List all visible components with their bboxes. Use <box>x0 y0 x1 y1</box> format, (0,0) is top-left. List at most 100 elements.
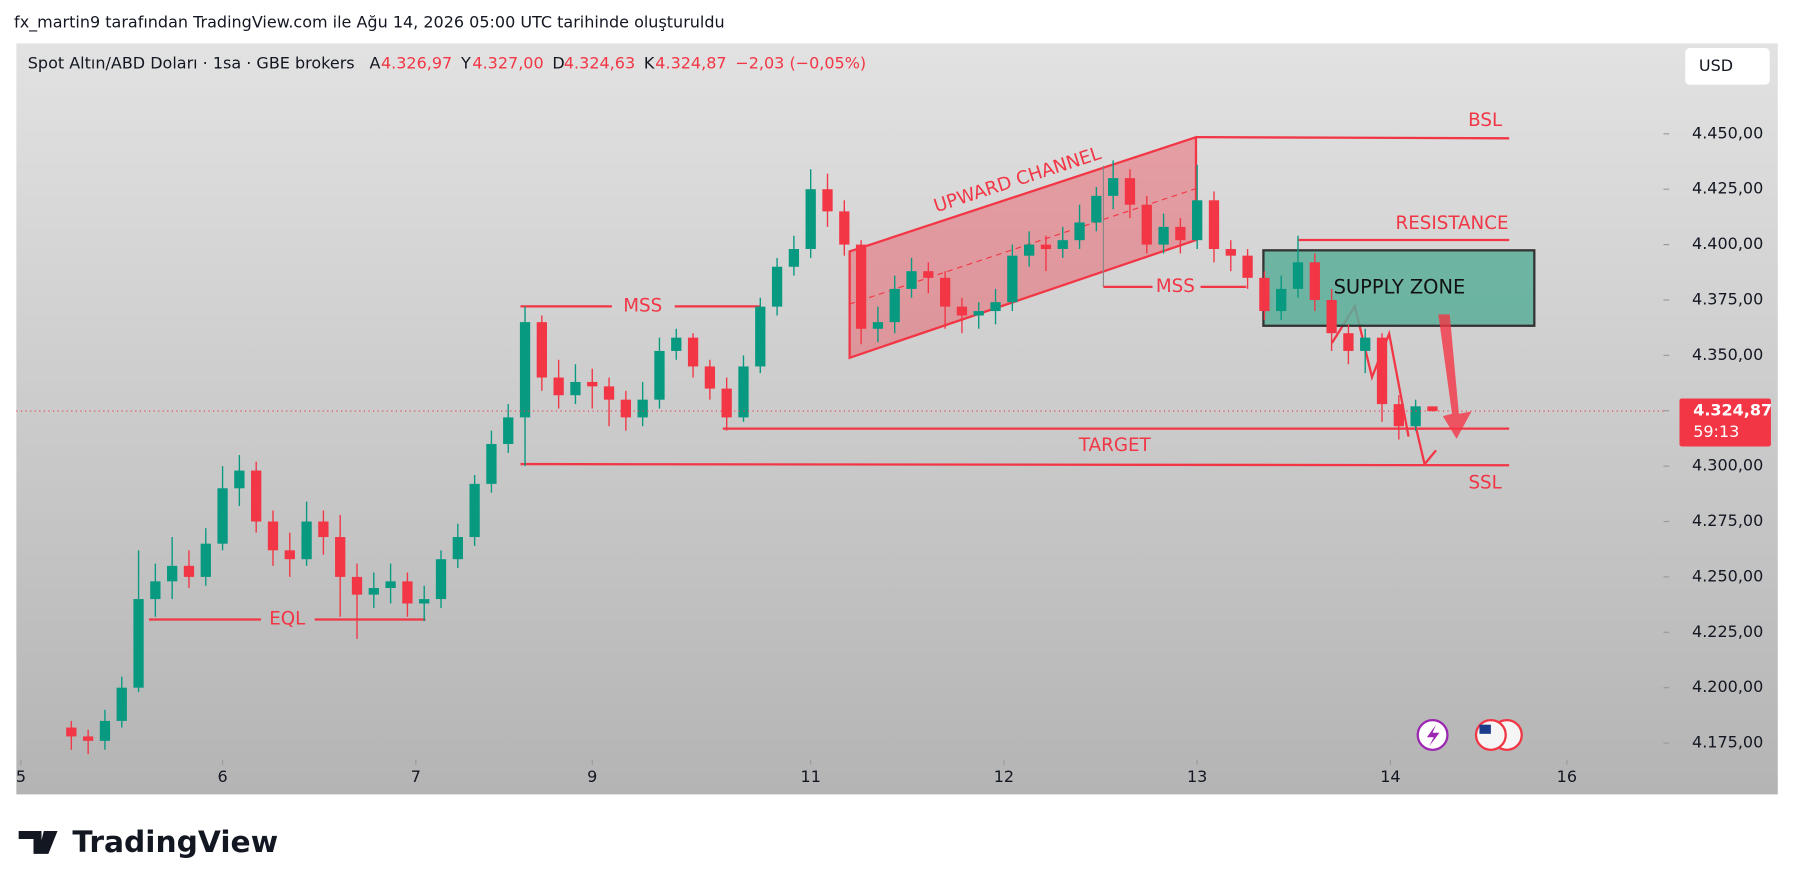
resistance-label: RESISTANCE <box>1396 213 1509 234</box>
candle-body <box>1040 244 1052 250</box>
x-tick-label: 6 <box>217 767 227 786</box>
candle-body <box>990 302 1001 312</box>
candle-body <box>99 720 111 741</box>
x-tick-label: 13 <box>1187 767 1207 786</box>
x-tick-label: 7 <box>411 767 421 786</box>
bolt <box>1426 724 1440 747</box>
y-tick-label: 4.300,00 <box>1692 456 1763 475</box>
candle-body <box>1141 204 1152 245</box>
candle-body <box>469 483 480 538</box>
ohlc-value: 4.324,63 <box>564 54 635 73</box>
candle-body <box>1410 406 1421 427</box>
y-tick-label: 4.425,00 <box>1692 179 1763 198</box>
flag-icon[interactable] <box>1474 718 1507 751</box>
candle-body <box>956 306 968 316</box>
candle-body <box>1091 195 1102 223</box>
ohlc-key: Y <box>460 54 471 73</box>
y-tick-label: 4.200,00 <box>1692 677 1763 696</box>
candle-body <box>351 576 363 595</box>
y-tick-label: 4.375,00 <box>1692 289 1763 308</box>
candle-body <box>1242 255 1253 278</box>
candle-body <box>872 322 884 329</box>
axes: 4.175,00 4.200,00 4.225,00 4.250,00 4.275,00… <box>16 123 1772 785</box>
candle-body <box>402 581 413 604</box>
x-tick-label: 16 <box>1557 767 1577 786</box>
target-label: TARGET <box>1078 435 1152 456</box>
candle-body <box>1376 337 1388 405</box>
candle-body <box>839 211 850 245</box>
candle-body <box>687 337 699 367</box>
x-tick-label: 5 <box>16 767 26 786</box>
ohlc-key: A <box>370 54 381 73</box>
mss-label: MSS <box>1156 276 1195 297</box>
bsl-line <box>1195 136 1510 140</box>
candle-body <box>1427 406 1438 412</box>
currency: USD <box>1699 56 1733 75</box>
candle-body <box>435 559 447 600</box>
candle-body <box>939 277 951 307</box>
candle-body <box>738 366 749 418</box>
event-icons <box>1416 718 1523 751</box>
countdown: 59:13 <box>1693 422 1739 441</box>
candle-body <box>66 727 77 737</box>
page-title: fx_martin9 tarafından TradingView.com il… <box>14 12 725 32</box>
candle-body <box>704 366 716 389</box>
ohlc-value: 4.326,97 <box>381 54 452 73</box>
y-tick-label: 4.275,00 <box>1692 511 1763 530</box>
candle-body <box>200 543 211 577</box>
candle-body <box>486 443 497 484</box>
x-tick-label: 14 <box>1380 767 1400 786</box>
y-tick-label: 4.175,00 <box>1692 733 1763 752</box>
candle-body <box>217 488 228 544</box>
currency-button[interactable] <box>1685 48 1770 85</box>
candle-body <box>637 399 648 418</box>
candle-body <box>603 386 615 400</box>
candle-body <box>889 288 900 323</box>
candle-body <box>1393 404 1404 427</box>
candle-body <box>587 381 598 387</box>
y-tick-label: 4.250,00 <box>1692 566 1763 585</box>
candle-body <box>1175 226 1186 241</box>
candle-body <box>570 381 581 396</box>
brand: TradingView <box>18 825 278 860</box>
candle-body <box>1007 255 1018 303</box>
candle-body <box>973 311 984 316</box>
ohlc-value: 4.327,00 <box>472 54 543 73</box>
mss-label: MSS <box>623 295 662 316</box>
candle-body <box>1208 200 1220 250</box>
candle-body <box>1259 277 1270 312</box>
supply-label: SUPPLY ZONE <box>1334 276 1466 299</box>
candle-body <box>1124 178 1136 205</box>
eql-label: EQL <box>269 609 306 630</box>
candle-body <box>1326 299 1337 334</box>
x-tick-label: 11 <box>801 767 821 786</box>
candle-body <box>923 271 934 278</box>
candle-body <box>133 599 144 688</box>
y-tick-label: 4.350,00 <box>1692 345 1763 364</box>
candle-body <box>788 249 800 267</box>
candle-body <box>251 470 262 522</box>
candle-body <box>519 322 531 418</box>
candle-body <box>267 521 279 551</box>
candle-body <box>536 322 547 378</box>
logo-mark <box>18 830 58 854</box>
candle-body <box>1225 249 1236 256</box>
candle-body <box>335 537 346 577</box>
candle-body <box>1057 240 1068 250</box>
candle-body <box>1309 262 1320 300</box>
y-tick-label: 4.400,00 <box>1692 234 1763 253</box>
candle-body <box>234 470 245 489</box>
candle-body <box>318 521 329 538</box>
chart-panel <box>16 43 1778 795</box>
candle-body <box>503 417 514 444</box>
bsl-label: BSL <box>1468 110 1503 131</box>
x-tick-label: 12 <box>994 767 1014 786</box>
down-arrow <box>1438 314 1472 439</box>
candle-body <box>167 565 178 582</box>
candle-body <box>1343 333 1354 351</box>
brand-name: TradingView <box>72 825 278 860</box>
ohlc-value: 4.324,87 <box>655 54 726 73</box>
candle-body <box>721 388 732 418</box>
x-tick-label: 9 <box>587 767 597 786</box>
